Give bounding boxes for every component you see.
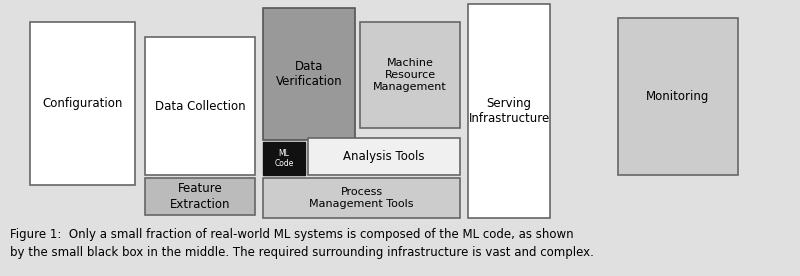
Text: Configuration: Configuration xyxy=(42,97,122,110)
Text: by the small black box in the middle. The required surrounding infrastructure is: by the small black box in the middle. Th… xyxy=(10,246,594,259)
Bar xyxy=(30,22,135,185)
Text: Monitoring: Monitoring xyxy=(646,90,710,103)
Text: Analysis Tools: Analysis Tools xyxy=(343,150,425,163)
Bar xyxy=(263,8,355,140)
Bar xyxy=(145,178,255,215)
Text: Figure 1:  Only a small fraction of real-world ML systems is composed of the ML : Figure 1: Only a small fraction of real-… xyxy=(10,228,574,241)
Bar xyxy=(263,142,305,175)
Text: Feature
Extraction: Feature Extraction xyxy=(170,182,230,211)
Text: Serving
Infrastructure: Serving Infrastructure xyxy=(468,97,550,125)
Text: Process
Management Tools: Process Management Tools xyxy=(310,187,414,209)
Bar xyxy=(360,22,460,128)
Text: ML
Code: ML Code xyxy=(274,149,294,168)
Text: Machine
Resource
Management: Machine Resource Management xyxy=(373,59,447,92)
Bar xyxy=(145,37,255,175)
Bar xyxy=(468,4,550,218)
Text: Data Collection: Data Collection xyxy=(154,100,246,113)
Bar xyxy=(263,178,460,218)
Bar xyxy=(308,138,460,175)
Text: Data
Verification: Data Verification xyxy=(276,60,342,88)
Bar xyxy=(618,18,738,175)
